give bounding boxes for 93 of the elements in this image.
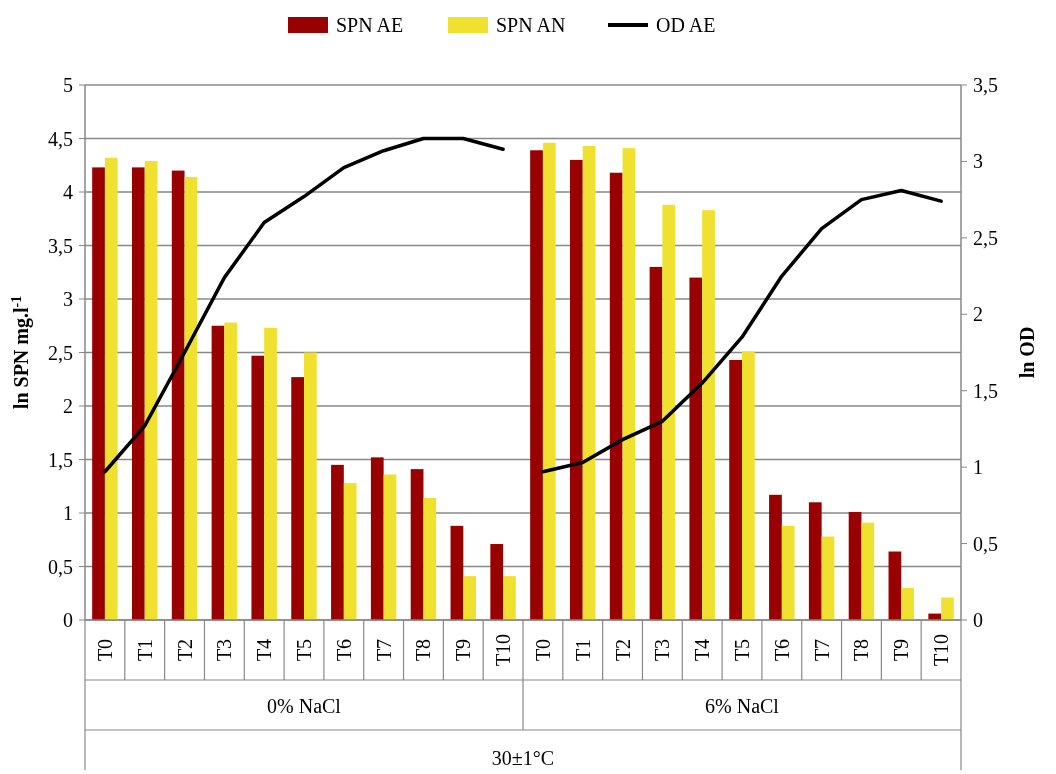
x-tick-label: T1: [571, 638, 594, 662]
bar: [542, 142, 556, 620]
y2-tick-label: 1: [973, 456, 983, 479]
bar: [343, 483, 357, 620]
x-tick-label: T7: [372, 638, 395, 662]
bar: [331, 464, 344, 620]
y-tick-label: 2,5: [48, 341, 73, 364]
bar: [582, 145, 596, 620]
y-tick-label: 2: [63, 395, 73, 417]
x-tick-label: T10: [930, 633, 953, 667]
legend-label: OD AE: [656, 14, 716, 36]
bar: [569, 159, 583, 620]
bar: [609, 172, 623, 620]
x-tick-label: T3: [651, 638, 674, 662]
x-tick-label: T0: [93, 638, 116, 662]
x-tick-label: T9: [452, 638, 475, 662]
x-tick-label: T6: [332, 638, 355, 662]
bar: [184, 177, 198, 620]
bar: [821, 536, 835, 620]
bar: [291, 377, 304, 620]
y-tick-label: 5: [63, 74, 73, 96]
y-tick-label: 0,5: [48, 555, 73, 578]
y2-tick-label: 1,5: [973, 379, 998, 402]
bar: [224, 322, 238, 620]
line-series: [103, 136, 505, 474]
bar: [888, 551, 902, 620]
legend-label: SPN AE: [336, 14, 404, 36]
x-tick-label: T10: [492, 633, 515, 667]
bar: [463, 576, 477, 620]
bar: [861, 522, 875, 620]
y2-tick-label: 0: [973, 609, 983, 631]
y-tick-label: 3,5: [48, 234, 73, 257]
bar: [423, 498, 437, 620]
text: 6% NaCl: [705, 695, 780, 717]
x-tick-label: T9: [890, 638, 913, 662]
line-series: [541, 188, 943, 474]
y-tick-label: 4,5: [48, 127, 73, 150]
bar: [144, 160, 158, 620]
bar: [781, 525, 795, 620]
bar: [848, 511, 862, 620]
bar: [304, 352, 317, 620]
bar: [383, 474, 397, 620]
text: 0% NaCl: [267, 695, 342, 717]
bar: [530, 150, 543, 620]
bar: [769, 494, 782, 620]
bar: [264, 327, 277, 620]
x-tick-label: T5: [293, 638, 315, 662]
bar: [808, 502, 822, 620]
bar: [211, 325, 225, 620]
bar: [649, 266, 663, 620]
y-tick-label: 3: [63, 288, 73, 310]
x-tick-label: T8: [850, 638, 873, 662]
x-tick-label: T0: [531, 638, 554, 662]
x-tick-label: T3: [213, 638, 236, 662]
bar: [689, 277, 703, 620]
y-tick-label: 0: [63, 609, 73, 631]
x-tick-label: T8: [412, 638, 435, 662]
y2-tick-label: 2: [973, 303, 983, 326]
y2-tick-label: 0,5: [973, 532, 998, 555]
bar: [450, 525, 464, 620]
text: 30±1°C: [491, 747, 555, 769]
bar: [503, 576, 516, 620]
bar: [171, 170, 185, 620]
bar: [622, 148, 636, 620]
x-tick-label: T4: [691, 638, 714, 662]
bar: [251, 355, 265, 620]
bar: [104, 157, 118, 620]
y-tick-label: 1,5: [48, 448, 73, 471]
y2-tick-label: 3,5: [973, 74, 998, 96]
bar: [662, 204, 676, 620]
bar: [729, 359, 742, 620]
x-tick-label: T1: [133, 638, 156, 662]
y2-tick-label: 3: [973, 150, 983, 173]
y2-axis-title: ln OD: [1016, 326, 1038, 379]
legend-label: SPN AN: [496, 14, 566, 36]
y-tick-label: 4: [63, 181, 73, 203]
bar: [370, 457, 384, 620]
bar: [742, 351, 755, 620]
bar: [702, 210, 715, 620]
bar: [901, 587, 915, 620]
y-tick-label: 1: [63, 502, 73, 524]
bar: [490, 544, 504, 620]
x-tick-label: T6: [770, 638, 793, 662]
x-tick-label: T2: [173, 638, 196, 662]
x-tick-label: T4: [253, 638, 276, 662]
x-tick-label: T2: [611, 638, 634, 662]
bar: [131, 167, 145, 620]
x-tick-label: T7: [810, 638, 833, 662]
bar: [92, 167, 105, 620]
bar: [941, 597, 954, 620]
y2-tick-label: 2,5: [973, 226, 998, 249]
bar: [410, 469, 424, 620]
x-tick-label: T5: [731, 638, 753, 662]
